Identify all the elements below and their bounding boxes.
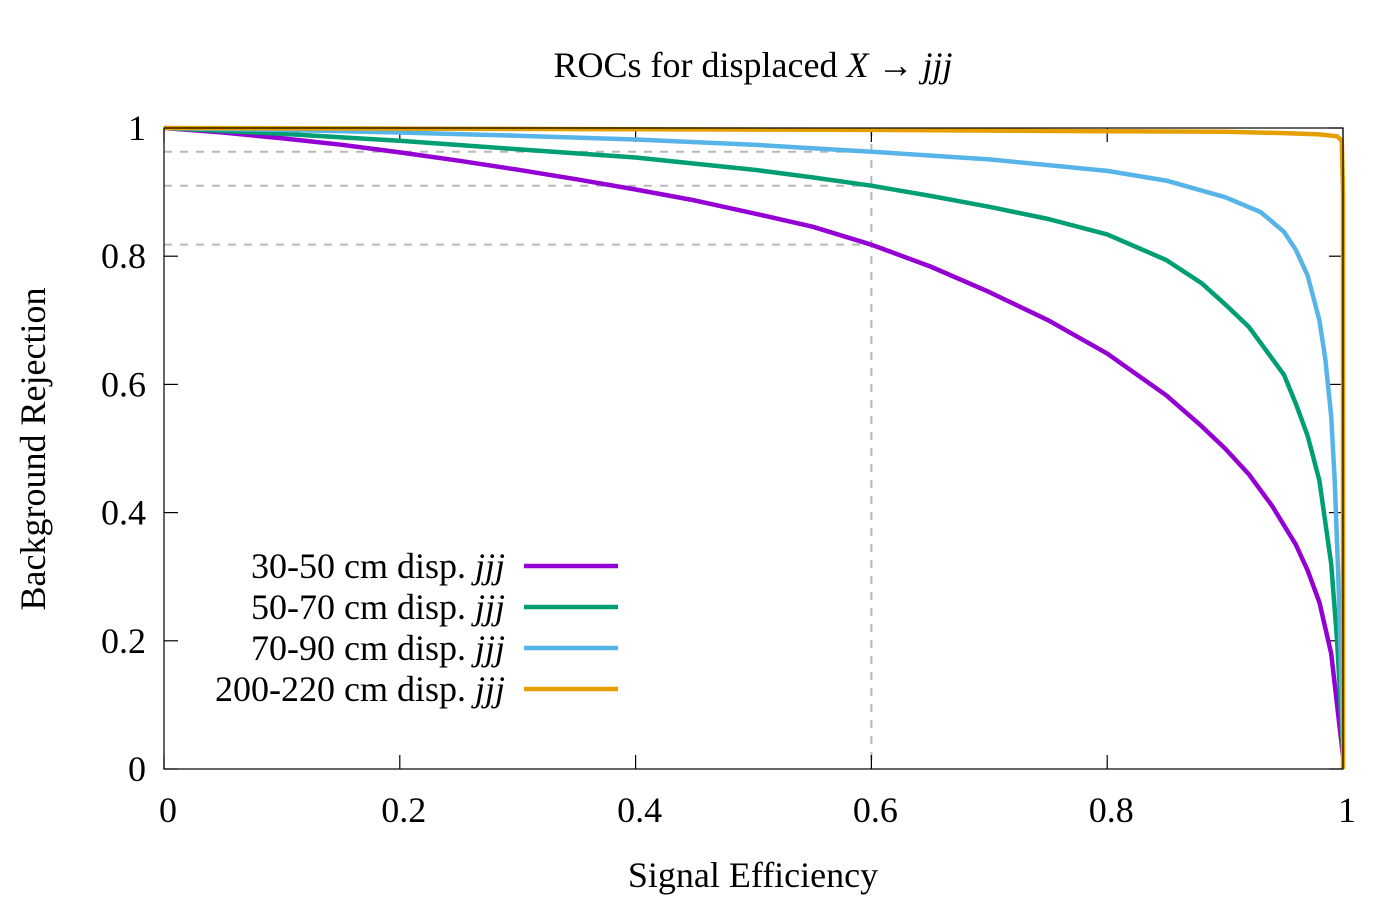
x-tick-label: 0.6 [853,790,898,830]
series-line-3 [163,125,1346,738]
y-tick-label: 1 [128,108,146,148]
chart-title-prefix: ROCs for displaced [554,45,847,85]
series-line-4 [163,125,1346,769]
y-tick-label: 0 [128,749,146,789]
chart-title: ROCs for displaced X → jjj [554,45,953,85]
legend-label: 30-50 cm disp. jjj [251,546,505,586]
reference-lines [164,128,873,769]
series-line-2 [163,125,1346,750]
x-tick-label: 0.4 [617,790,662,830]
legend-label: 70-90 cm disp. jjj [251,628,505,668]
x-tick-label: 0.8 [1089,790,1134,830]
legend-label: 50-70 cm disp. jjj [251,587,505,627]
y-axis-label: Background Rejection [13,288,53,611]
x-tick-label: 0 [159,790,177,830]
plot-frame [163,127,1344,770]
y-tick-label: 0.8 [101,236,146,276]
x-axis-label: Signal Efficiency [628,855,878,895]
y-axis-ticks: 0 0.2 0.4 0.6 0.8 1 [101,108,1343,789]
series-line-1 [163,125,1346,757]
x-tick-label: 1 [1338,790,1356,830]
x-axis-ticks: 0 0.2 0.4 0.6 0.8 1 [159,128,1356,830]
x-tick-label: 0.2 [381,790,426,830]
y-tick-label: 0.4 [101,493,146,533]
y-tick-label: 0.2 [101,621,146,661]
legend-label: 200-220 cm disp. jjj [215,669,505,709]
chart-title-math: X → jjj [844,45,952,85]
series-group [163,125,1346,769]
y-tick-label: 0.6 [101,364,146,404]
